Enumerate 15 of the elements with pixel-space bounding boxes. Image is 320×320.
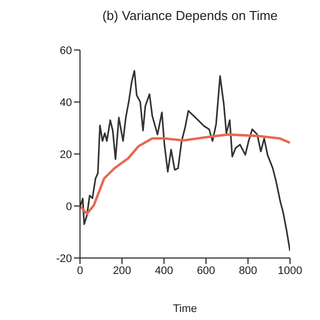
- x-tick-label: 0: [76, 264, 84, 277]
- x-tick-label: 600: [196, 264, 216, 277]
- line-series: [80, 70, 290, 252]
- y-tick-label: -20: [56, 252, 72, 265]
- y-tick-label: 40: [60, 96, 72, 109]
- x-tick-label: 400: [154, 264, 174, 277]
- line-series: [80, 133, 290, 215]
- x-tick-label: 1000: [278, 264, 302, 277]
- x-axis-title: Time: [172, 303, 198, 315]
- y-tick-label: 0: [66, 200, 72, 213]
- x-tick-label: 200: [112, 264, 132, 277]
- chart-title: (b) Variance Depends on Time: [101, 8, 279, 23]
- y-tick-label: 60: [60, 44, 72, 57]
- x-tick-label: 800: [238, 264, 258, 277]
- y-tick-label: 20: [60, 148, 72, 161]
